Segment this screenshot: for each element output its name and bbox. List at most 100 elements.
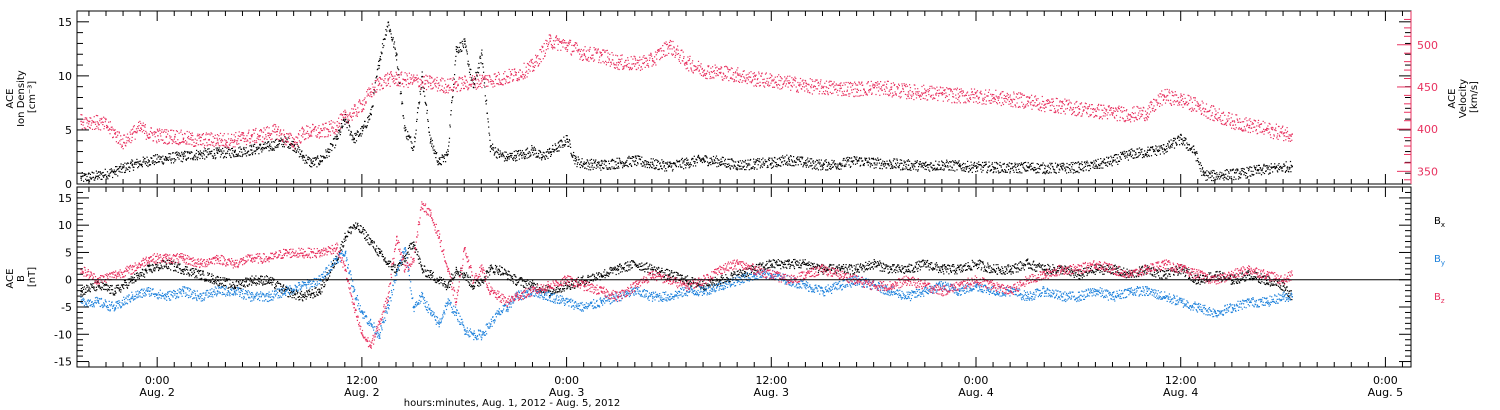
velocity-series-point <box>366 91 368 93</box>
ion-density-series-point <box>645 160 647 162</box>
ion-density-series-point <box>245 155 248 157</box>
ion-density-series-point <box>972 167 974 169</box>
velocity-series-point <box>857 95 859 97</box>
ion-density-series-point <box>736 169 738 171</box>
ion-density-series-point <box>715 162 717 164</box>
ion-density-series-point <box>737 160 739 162</box>
velocity-series-point <box>697 67 699 69</box>
velocity-series-point <box>805 80 807 82</box>
velocity-series-point <box>319 132 321 134</box>
ion-density-series-point <box>483 82 486 84</box>
ion-density-series-point <box>929 162 932 164</box>
velocity-series-point <box>741 81 743 83</box>
velocity-series-point <box>277 128 279 131</box>
ion-density-series-point <box>863 163 865 165</box>
velocity-series-point <box>465 85 467 87</box>
velocity-series-point <box>134 130 136 133</box>
velocity-series-point <box>660 50 662 52</box>
velocity-series-point <box>389 85 391 87</box>
velocity-series-point <box>777 87 779 89</box>
ion-density-series-point <box>354 142 356 144</box>
ion-density-series-point <box>170 159 172 162</box>
velocity-series-point <box>662 50 664 52</box>
velocity-series-point <box>698 70 700 72</box>
velocity-series-point <box>738 81 741 83</box>
velocity-series-point <box>759 84 761 87</box>
ion-density-series-point <box>516 159 518 161</box>
ion-density-series-point <box>954 160 956 162</box>
ion-density-series-point <box>374 90 376 92</box>
ion-density-series-point <box>259 143 261 145</box>
velocity-series-point <box>733 81 735 83</box>
ion-density-series-point <box>517 151 519 153</box>
ion-density-series-point <box>1119 157 1121 159</box>
ion-density-series-point <box>136 158 138 160</box>
ion-density-series-point <box>758 160 760 162</box>
velocity-series-point <box>358 99 361 101</box>
velocity-series-point <box>674 54 677 56</box>
ion-density-series-point <box>770 167 773 169</box>
velocity-series-point <box>376 79 378 81</box>
ion-density-series-point <box>431 145 433 147</box>
velocity-series-point <box>921 92 923 94</box>
ion-density-series-point <box>241 155 243 158</box>
velocity-series-point <box>734 72 736 74</box>
velocity-series-point <box>874 82 877 84</box>
velocity-series-point <box>310 132 312 134</box>
ion-density-series-point <box>1104 162 1106 164</box>
ion-density-series-point <box>83 173 85 175</box>
ion-density-series-point <box>780 156 782 158</box>
ion-density-series-point <box>1087 164 1089 167</box>
ion-density-series-point <box>1095 160 1097 162</box>
velocity-series-point <box>399 85 401 87</box>
velocity-series-point <box>379 89 381 91</box>
ion-density-series-point <box>894 158 896 160</box>
velocity-series-point <box>715 67 717 69</box>
velocity-series-point <box>504 71 506 73</box>
velocity-series-point <box>262 136 264 138</box>
velocity-series-point <box>553 43 555 45</box>
ion-density-series-point <box>589 166 591 168</box>
ion-density-series-point <box>988 161 990 163</box>
ion-density-series-data-point <box>575 160 577 162</box>
velocity-series-point <box>701 67 703 70</box>
ion-density-series-point <box>1084 161 1086 163</box>
velocity-series-point <box>394 78 396 80</box>
ion-density-series-point <box>599 164 601 166</box>
velocity-series-point <box>434 78 436 80</box>
ion-density-series-point <box>1106 165 1109 167</box>
ion-density-series-data-point <box>464 43 466 45</box>
velocity-series-point <box>105 118 107 120</box>
ion-density-series-point <box>650 158 652 160</box>
ion-density-series-point <box>1245 175 1247 177</box>
velocity-series-point <box>954 88 956 90</box>
velocity-series-point <box>101 117 103 119</box>
velocity-series-point <box>684 62 686 64</box>
ion-density-series-point <box>938 161 940 163</box>
ion-density-series-point <box>624 162 626 164</box>
velocity-series-point <box>455 88 457 90</box>
ion-density-series-point <box>1144 150 1146 152</box>
ion-density-series-point <box>1049 162 1051 164</box>
velocity-series-point <box>746 77 748 79</box>
ion-density-series-data-point <box>856 160 858 162</box>
ion-density-series-point <box>400 92 402 95</box>
velocity-series-point <box>620 54 622 57</box>
ion-density-series-point <box>735 161 737 163</box>
velocity-series-point <box>190 137 192 139</box>
velocity-series-point <box>225 143 227 145</box>
velocity-series-point <box>490 78 492 81</box>
ion-density-series-point <box>805 166 807 168</box>
ion-density-series-point <box>100 172 102 174</box>
velocity-series-point <box>329 134 332 136</box>
ion-density-series-data-point <box>251 149 253 151</box>
velocity-series-point <box>305 138 307 140</box>
velocity-series-point <box>283 133 285 136</box>
ion-density-series-point <box>837 168 839 170</box>
velocity-series-point <box>650 53 652 55</box>
ion-density-series-point <box>377 64 379 67</box>
velocity-series-point <box>808 84 810 86</box>
ion-density-series-point <box>351 134 353 136</box>
ion-density-series-point <box>662 161 664 163</box>
ion-density-series-point <box>449 124 451 126</box>
